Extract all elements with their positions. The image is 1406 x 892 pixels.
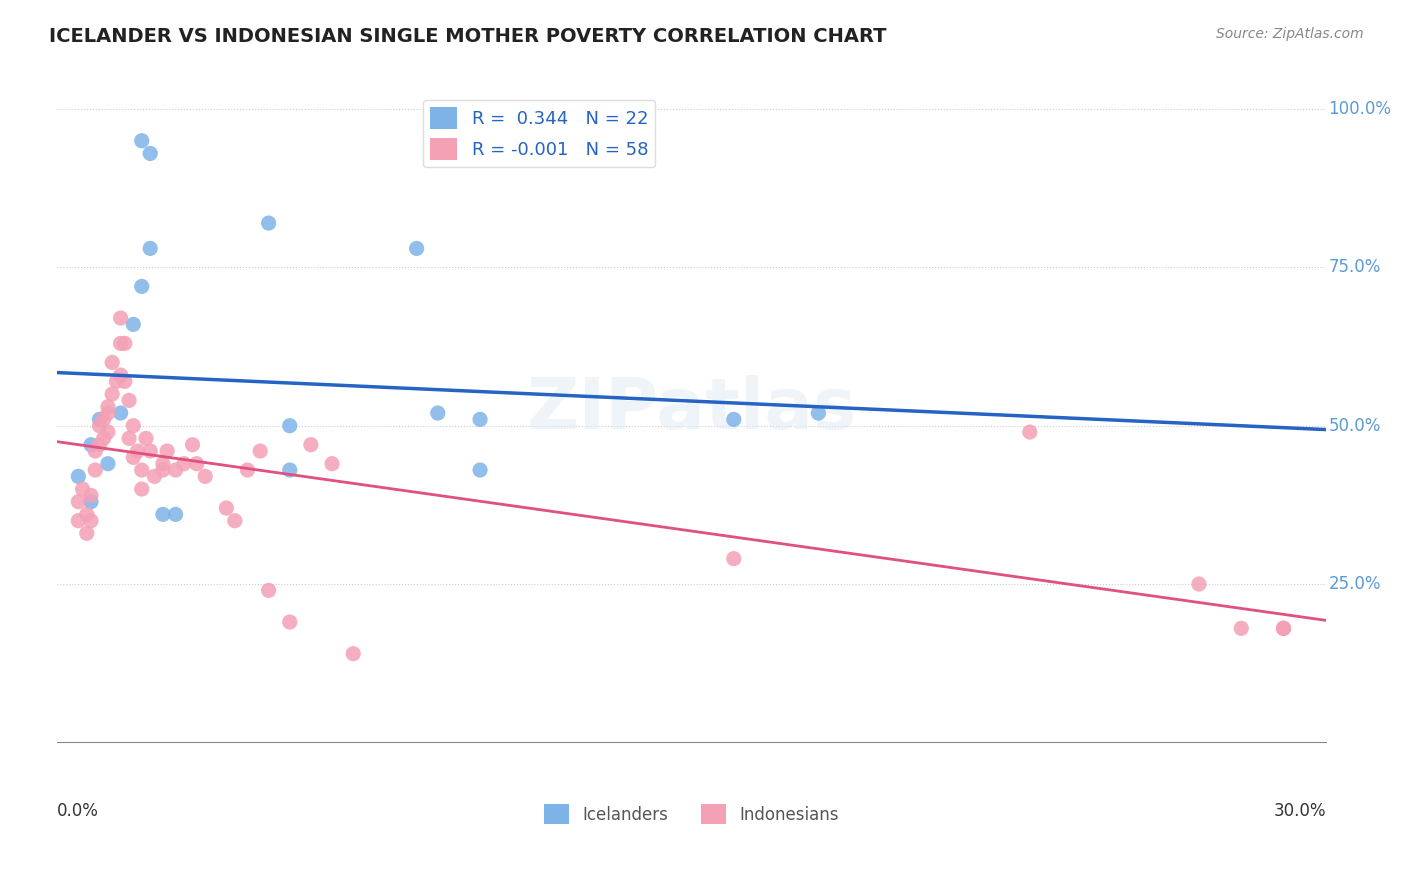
Point xyxy=(139,444,162,458)
Point xyxy=(426,406,449,420)
Point xyxy=(165,463,187,477)
Point xyxy=(468,412,491,426)
Point xyxy=(80,514,103,528)
Point xyxy=(80,494,103,508)
Point xyxy=(299,438,322,452)
Point xyxy=(72,482,94,496)
Point xyxy=(278,463,301,477)
Point xyxy=(84,444,107,458)
Point xyxy=(173,457,195,471)
Point xyxy=(84,463,107,477)
Point xyxy=(165,508,187,522)
Point xyxy=(1272,621,1295,635)
Point xyxy=(249,444,271,458)
Point xyxy=(101,387,124,401)
Point xyxy=(93,431,115,445)
Text: 30.0%: 30.0% xyxy=(1274,802,1326,820)
Point xyxy=(89,412,111,426)
Point xyxy=(118,431,141,445)
Point xyxy=(97,406,120,420)
Point xyxy=(127,444,149,458)
Point xyxy=(1272,621,1295,635)
Point xyxy=(97,457,120,471)
Text: Source: ZipAtlas.com: Source: ZipAtlas.com xyxy=(1216,27,1364,41)
Point xyxy=(131,134,153,148)
Point xyxy=(105,375,128,389)
Point xyxy=(1018,425,1040,439)
Point xyxy=(110,311,132,326)
Text: ICELANDER VS INDONESIAN SINGLE MOTHER POVERTY CORRELATION CHART: ICELANDER VS INDONESIAN SINGLE MOTHER PO… xyxy=(49,27,887,45)
Point xyxy=(181,438,204,452)
Point xyxy=(110,336,132,351)
Point xyxy=(152,508,174,522)
Text: 75.0%: 75.0% xyxy=(1329,259,1381,277)
Text: 50.0%: 50.0% xyxy=(1329,417,1381,434)
Point xyxy=(89,438,111,452)
Point xyxy=(101,355,124,369)
Point xyxy=(807,406,830,420)
Point xyxy=(723,551,745,566)
Point xyxy=(236,463,259,477)
Point xyxy=(1188,577,1211,591)
Point xyxy=(278,418,301,433)
Point xyxy=(143,469,166,483)
Point xyxy=(186,457,208,471)
Point xyxy=(1230,621,1253,635)
Point xyxy=(194,469,217,483)
Point xyxy=(114,336,136,351)
Point xyxy=(97,400,120,414)
Point xyxy=(257,583,280,598)
Point xyxy=(131,279,153,293)
Point xyxy=(67,514,90,528)
Point xyxy=(342,647,364,661)
Point xyxy=(76,526,98,541)
Point xyxy=(257,216,280,230)
Point xyxy=(89,418,111,433)
Point xyxy=(224,514,246,528)
Point xyxy=(118,393,141,408)
Text: 25.0%: 25.0% xyxy=(1329,575,1381,593)
Point xyxy=(152,457,174,471)
Point xyxy=(76,508,98,522)
Text: ZIPatlas: ZIPatlas xyxy=(526,376,856,444)
Point xyxy=(131,463,153,477)
Point xyxy=(156,444,179,458)
Point xyxy=(135,431,157,445)
Point xyxy=(152,463,174,477)
Point xyxy=(110,406,132,420)
Text: 100.0%: 100.0% xyxy=(1329,100,1392,118)
Point xyxy=(67,469,90,483)
Point xyxy=(122,418,145,433)
Point xyxy=(110,368,132,382)
Point xyxy=(468,463,491,477)
Point xyxy=(97,425,120,439)
Point xyxy=(1272,621,1295,635)
Point xyxy=(215,501,238,516)
Point xyxy=(131,482,153,496)
Point xyxy=(139,241,162,255)
Text: 0.0%: 0.0% xyxy=(58,802,98,820)
Point xyxy=(93,412,115,426)
Point xyxy=(122,450,145,465)
Point xyxy=(139,146,162,161)
Point xyxy=(321,457,343,471)
Point xyxy=(67,494,90,508)
Point xyxy=(278,615,301,629)
Point xyxy=(723,412,745,426)
Legend: Icelanders, Indonesians: Icelanders, Indonesians xyxy=(537,797,846,830)
Point xyxy=(80,488,103,502)
Point xyxy=(405,241,427,255)
Point xyxy=(122,318,145,332)
Point xyxy=(80,438,103,452)
Point xyxy=(114,375,136,389)
